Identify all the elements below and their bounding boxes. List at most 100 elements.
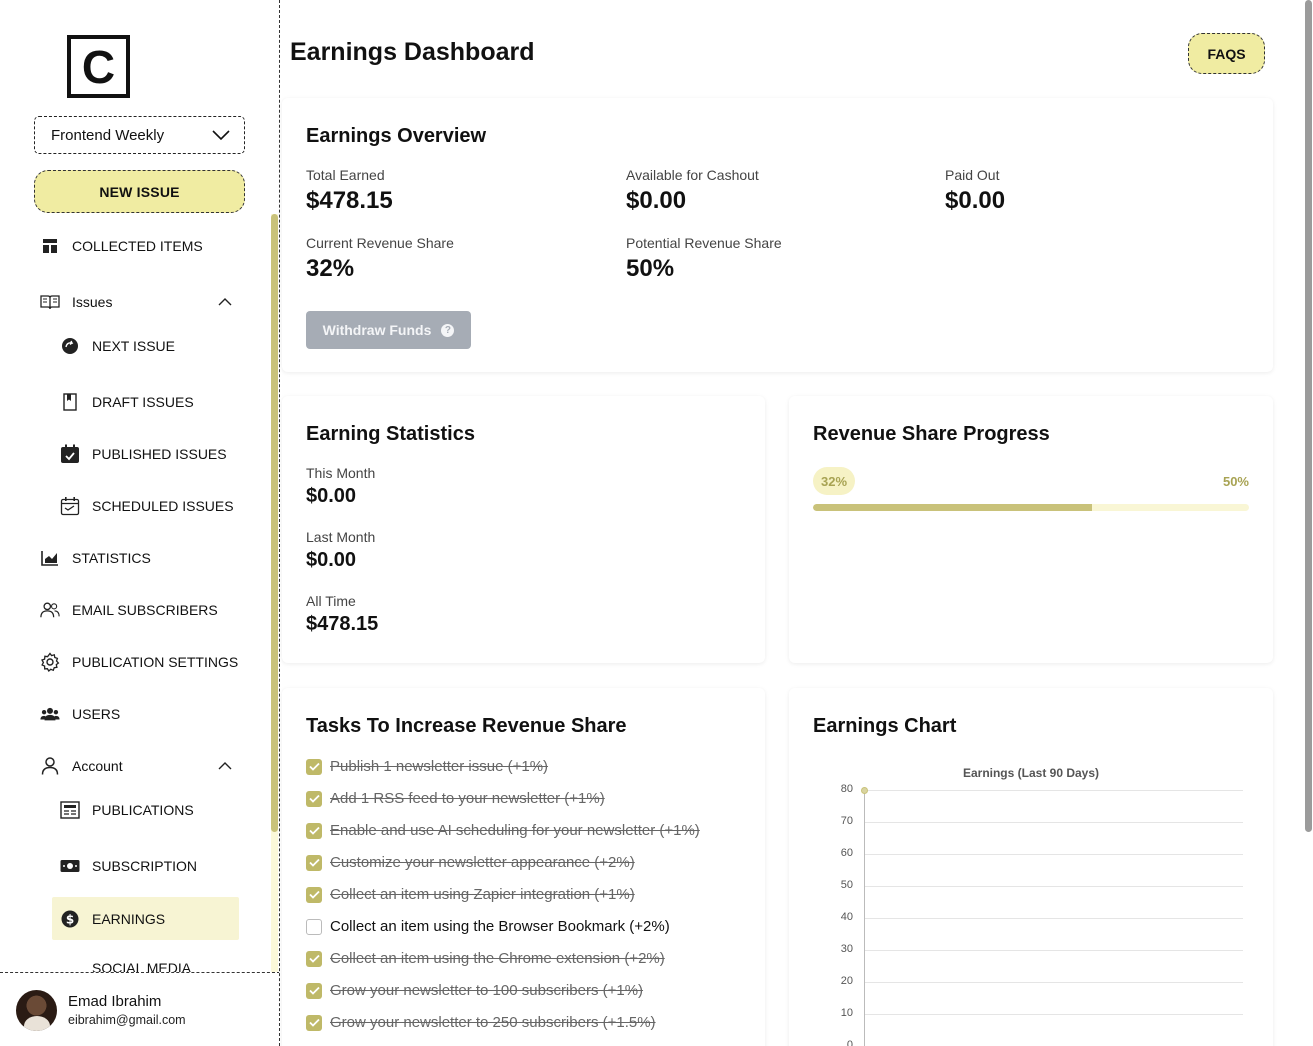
- total-earned-value: $478.15: [306, 187, 393, 214]
- task-item[interactable]: Add 1 RSS feed to your newsletter (+1%): [306, 790, 605, 807]
- y-axis-line: [864, 790, 865, 1046]
- y-tick-label: 0: [846, 1039, 853, 1046]
- last-month-value: $0.00: [306, 549, 357, 571]
- tasks-card: Tasks To Increase Revenue Share Publish …: [282, 688, 765, 1046]
- checkbox-checked-icon[interactable]: [306, 790, 322, 807]
- sidebar-item-scheduled-issues[interactable]: SCHEDULED ISSUES: [60, 496, 234, 516]
- faqs-button[interactable]: FAQS: [1188, 33, 1265, 74]
- chart-title: Earnings (Last 90 Days): [962, 766, 1100, 780]
- checkbox-checked-icon[interactable]: [306, 950, 322, 967]
- checkbox-checked-icon[interactable]: [306, 854, 322, 871]
- sidebar-item-label: PUBLICATIONS: [92, 802, 194, 818]
- gridline: [864, 790, 1243, 791]
- progress-fill: [813, 504, 1093, 511]
- last-month-label: Last Month: [306, 529, 376, 545]
- checkbox-checked-icon[interactable]: [306, 886, 322, 903]
- y-tick-label: 80: [840, 783, 853, 795]
- task-item[interactable]: Collect an item using Zapier integration…: [306, 886, 635, 903]
- potential-share-value: 50%: [626, 255, 675, 282]
- progress-track: [813, 504, 1249, 511]
- y-tick-label: 50: [840, 879, 853, 891]
- chevron-up-icon: [218, 298, 232, 306]
- sidebar-item-label: EMAIL SUBSCRIBERS: [72, 602, 218, 618]
- data-point[interactable]: [861, 787, 868, 794]
- all-time-value: $478.15: [306, 613, 379, 635]
- y-tick-label: 30: [840, 943, 853, 955]
- y-tick-label: 10: [840, 1007, 853, 1019]
- sidebar-item-publication-settings[interactable]: PUBLICATION SETTINGS: [40, 652, 238, 672]
- y-tick-label: 70: [840, 815, 853, 827]
- earnings-overview-card: Earnings Overview Total Earned $478.15 A…: [282, 98, 1273, 372]
- page-scroll-thumb[interactable]: [1305, 0, 1312, 832]
- sidebar-item-users[interactable]: USERS: [40, 704, 120, 724]
- layout-icon: [40, 236, 60, 256]
- task-item[interactable]: Customize your newsletter appearance (+2…: [306, 854, 635, 871]
- this-month-label: This Month: [306, 465, 376, 481]
- book-icon: [40, 292, 60, 312]
- checkbox-unchecked-icon[interactable]: [306, 918, 322, 935]
- newspaper-icon: [60, 800, 80, 820]
- logo[interactable]: C: [67, 35, 130, 98]
- help-icon[interactable]: ?: [441, 323, 455, 337]
- task-item[interactable]: Grow your newsletter to 100 subscribers …: [306, 982, 643, 999]
- sidebar-item-next-issue[interactable]: NEXT ISSUE: [60, 336, 175, 356]
- sidebar-item-draft-issues[interactable]: DRAFT ISSUES: [60, 392, 194, 412]
- logo-letter: C: [81, 40, 116, 93]
- checkbox-checked-icon[interactable]: [306, 982, 322, 999]
- sidebar-item-publications[interactable]: PUBLICATIONS: [60, 800, 194, 820]
- checkbox-checked-icon[interactable]: [306, 758, 322, 775]
- user-profile[interactable]: Emad Ibrahim eibrahim@gmail.com: [0, 972, 279, 1046]
- chevron-up-icon: [218, 762, 232, 770]
- bookmark-icon: [60, 392, 80, 412]
- sidebar-item-published-issues[interactable]: PUBLISHED ISSUES: [60, 444, 227, 464]
- avatar: [16, 990, 57, 1031]
- task-item[interactable]: Publish 1 newsletter issue (+1%): [306, 758, 548, 775]
- sidebar-item-label: USERS: [72, 706, 121, 722]
- checkbox-checked-icon[interactable]: [306, 822, 322, 839]
- all-time-label: All Time: [306, 593, 356, 609]
- sidebar-item-label: Account: [72, 758, 123, 774]
- user-email: eibrahim@gmail.com: [68, 1013, 186, 1027]
- user-name: Emad Ibrahim: [68, 993, 162, 1010]
- task-item[interactable]: Collect an item using the Browser Bookma…: [306, 918, 670, 935]
- withdraw-label: Withdraw Funds: [322, 322, 432, 338]
- this-month-value: $0.00: [306, 485, 357, 507]
- sidebar-item-collected-items[interactable]: COLLECTED ITEMS: [40, 236, 203, 256]
- user-icon: [40, 756, 60, 776]
- task-item[interactable]: Enable and use AI scheduling for your ne…: [306, 822, 700, 839]
- sidebar-item-earnings[interactable]: $ EARNINGS: [52, 897, 239, 940]
- available-value: $0.00: [626, 187, 687, 214]
- sidebar-item-label: SUBSCRIPTION: [92, 858, 198, 874]
- task-text: Publish 1 newsletter issue (+1%): [330, 758, 549, 775]
- task-item[interactable]: Collect an item using the Chrome extensi…: [306, 950, 665, 967]
- sidebar-scroll-thumb[interactable]: [271, 214, 278, 832]
- gridline: [864, 822, 1243, 823]
- sidebar-item-email-subscribers[interactable]: EMAIL SUBSCRIBERS: [40, 600, 218, 620]
- publication-select-value: Frontend Weekly: [51, 126, 165, 144]
- sidebar-item-label: STATISTICS: [72, 550, 151, 566]
- users-outline-icon: [40, 600, 60, 620]
- task-item[interactable]: Grow your newsletter to 250 subscribers …: [306, 1014, 656, 1031]
- new-issue-button[interactable]: NEW ISSUE: [34, 170, 245, 213]
- sidebar-item-issues[interactable]: Issues: [40, 292, 240, 312]
- sidebar-item-account[interactable]: Account: [40, 756, 240, 776]
- publication-select[interactable]: Frontend Weekly: [34, 116, 245, 154]
- sidebar-item-label: SCHEDULED ISSUES: [92, 498, 234, 514]
- users-icon: [40, 704, 60, 724]
- gridline: [864, 950, 1243, 951]
- sidebar-item-statistics[interactable]: STATISTICS: [40, 548, 151, 568]
- card-title: Earnings Overview: [306, 125, 487, 147]
- sidebar: C Frontend Weekly NEW ISSUE COLLECTED IT…: [0, 0, 280, 1046]
- card-title: Revenue Share Progress: [813, 423, 1050, 445]
- task-text: Enable and use AI scheduling for your ne…: [330, 822, 700, 839]
- sidebar-item-subscription[interactable]: SUBSCRIPTION: [60, 856, 197, 876]
- available-label: Available for Cashout: [626, 167, 759, 183]
- gear-icon: [40, 652, 60, 672]
- gridline: [864, 982, 1243, 983]
- checkbox-checked-icon[interactable]: [306, 1014, 322, 1031]
- paid-out-label: Paid Out: [945, 167, 1000, 183]
- dollar-circle-icon: $: [60, 909, 80, 929]
- earning-statistics-card: Earning Statistics This Month $0.00 Last…: [282, 396, 765, 663]
- withdraw-funds-button[interactable]: Withdraw Funds ?: [306, 311, 471, 349]
- sidebar-item-label: PUBLICATION SETTINGS: [72, 654, 239, 670]
